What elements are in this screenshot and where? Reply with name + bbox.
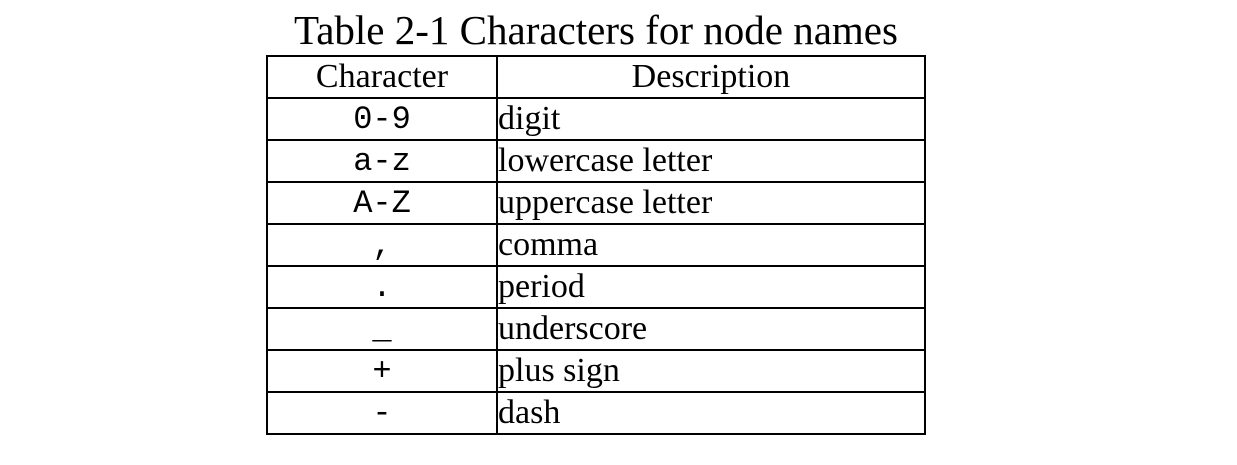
- node-name-characters-table: Character Description 0-9 digit a-z lowe…: [266, 55, 926, 435]
- table-row: A-Z uppercase letter: [266, 181, 926, 225]
- header-description: Description: [496, 55, 926, 99]
- character-cell: A-Z: [266, 181, 498, 225]
- description-cell: uppercase letter: [496, 181, 926, 225]
- character-cell: .: [266, 265, 498, 309]
- description-cell: dash: [496, 391, 926, 435]
- description-cell: lowercase letter: [496, 139, 926, 183]
- character-cell: +: [266, 349, 498, 393]
- description-cell: plus sign: [496, 349, 926, 393]
- character-cell: 0-9: [266, 97, 498, 141]
- header-character: Character: [266, 55, 498, 99]
- character-cell: -: [266, 391, 498, 435]
- description-cell: underscore: [496, 307, 926, 351]
- character-cell: ,: [266, 223, 498, 267]
- character-cell: _: [266, 307, 498, 351]
- table-row: 0-9 digit: [266, 97, 926, 141]
- table-caption: Table 2-1 Characters for node names: [294, 7, 898, 53]
- table-row: . period: [266, 265, 926, 309]
- description-cell: digit: [496, 97, 926, 141]
- description-cell: period: [496, 265, 926, 309]
- character-cell: a-z: [266, 139, 498, 183]
- table-header-row: Character Description: [266, 55, 926, 99]
- table-row: + plus sign: [266, 349, 926, 393]
- table-row: a-z lowercase letter: [266, 139, 926, 183]
- table-row: , comma: [266, 223, 926, 267]
- description-cell: comma: [496, 223, 926, 267]
- table-row: - dash: [266, 391, 926, 435]
- table-row: _ underscore: [266, 307, 926, 351]
